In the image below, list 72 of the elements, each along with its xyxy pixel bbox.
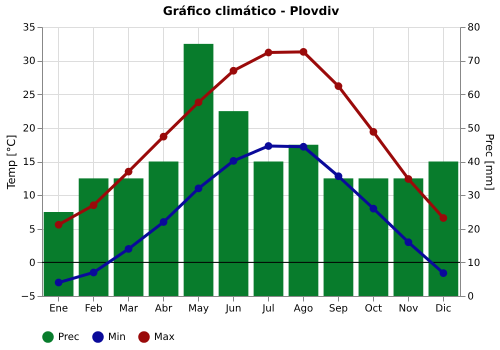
point [124, 245, 132, 253]
x-tick-label: Jun [224, 304, 242, 314]
x-tick-label: Oct [364, 304, 382, 314]
bar [254, 162, 284, 296]
point [90, 201, 98, 210]
point [300, 142, 308, 151]
point [334, 82, 342, 90]
y2-tick-label: 30 [468, 190, 480, 202]
y2-tick-label: 10 [468, 258, 480, 269]
legend-label: Prec [58, 332, 80, 343]
bar [184, 44, 214, 296]
bar [114, 178, 144, 296]
point [54, 278, 62, 286]
point [440, 269, 448, 277]
bar [44, 212, 74, 296]
bar [358, 178, 388, 296]
y-tick-label: 35 [22, 22, 36, 34]
y-tick-label: 25 [22, 90, 36, 101]
point [440, 214, 448, 222]
point [54, 220, 62, 229]
x-tick-label: Dic [435, 304, 452, 314]
y-tick-label: 5 [29, 224, 36, 236]
y-tick-label: 10 [22, 190, 36, 202]
bar [78, 178, 108, 296]
point [404, 175, 412, 183]
point [160, 218, 168, 226]
x-tick-label: Abr [154, 304, 174, 314]
bar [394, 178, 424, 296]
bar [324, 178, 354, 296]
y2-tick-label: 60 [468, 90, 480, 101]
point [404, 238, 412, 246]
y-tick-label: 20 [22, 123, 36, 134]
x-tick-label: Ago [294, 304, 314, 314]
y-tick-label: 30 [22, 56, 36, 68]
point [194, 98, 202, 106]
bar [288, 144, 318, 296]
point [194, 184, 202, 192]
y-axis-title: Temp [°C] [4, 134, 18, 190]
x-tick-label: Jul [261, 304, 275, 314]
point [160, 132, 168, 140]
x-tick-label: Feb [84, 304, 102, 314]
y2-tick-label: 0 [468, 292, 474, 302]
y2-tick-label: 80 [468, 22, 480, 34]
y-tick-label: 0 [29, 258, 36, 269]
point [264, 142, 272, 150]
x-tick-label: Sep [329, 304, 348, 314]
y-tick-label: 15 [22, 157, 36, 168]
bar [428, 162, 458, 296]
x-tick-label: May [188, 304, 209, 314]
chart-title: Gráfico climático - Plovdiv [162, 4, 340, 18]
point [230, 66, 238, 75]
legend-label: Max [154, 332, 175, 343]
point [370, 204, 378, 212]
y2-tick-label: 20 [468, 224, 480, 236]
legend-label: Min [108, 332, 126, 343]
y2-tick-label: 70 [468, 56, 480, 68]
x-tick-label: Mar [119, 304, 139, 314]
y2-tick-label: 50 [468, 123, 480, 134]
bar [218, 111, 248, 296]
point [334, 172, 342, 180]
point [90, 268, 98, 276]
y2-tick-label: 40 [468, 157, 480, 168]
point [230, 156, 238, 165]
x-tick-label: Ene [49, 304, 68, 314]
point [370, 128, 378, 136]
x-tick-label: Nov [398, 304, 418, 314]
point [124, 168, 132, 176]
point [264, 48, 272, 56]
bar [148, 162, 178, 296]
y2-axis-title: Prec [mm] [483, 133, 496, 191]
point [300, 48, 308, 56]
y-tick-label: −5 [20, 292, 36, 302]
